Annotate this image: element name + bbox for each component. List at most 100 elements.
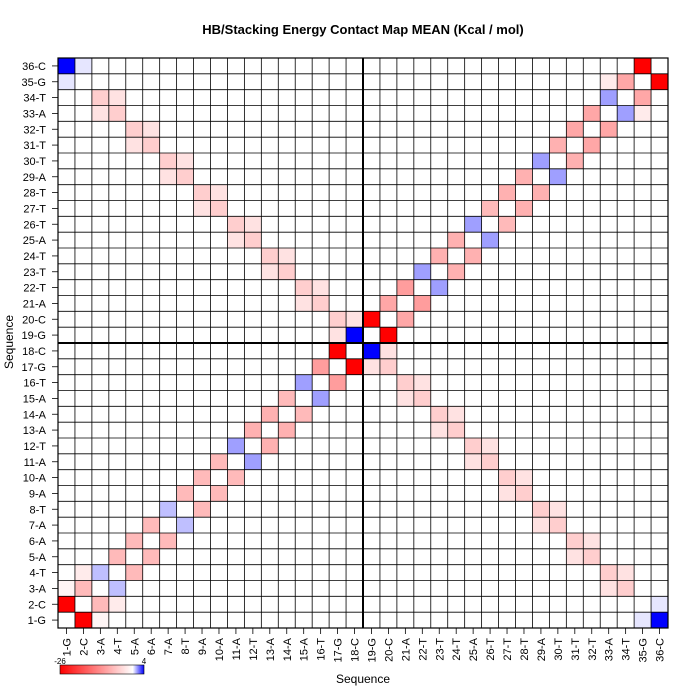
heatmap-cell <box>566 153 584 169</box>
heatmap-cell <box>58 580 75 597</box>
heatmap-cell <box>142 137 160 153</box>
heatmap-cell <box>617 105 635 122</box>
heatmap-cell <box>583 137 601 153</box>
heatmap-cell <box>363 343 380 359</box>
heatmap-cell <box>142 517 160 533</box>
heatmap-cell <box>617 564 635 581</box>
heatmap-cell <box>227 216 245 233</box>
y-tick-label: 35-G <box>22 77 46 89</box>
y-tick-label: 13-A <box>23 425 47 437</box>
heatmap-cell <box>108 89 126 106</box>
heatmap-cell <box>549 168 567 185</box>
y-tick-label: 32-T <box>23 124 46 136</box>
y-tick-label: 27-T <box>23 203 46 215</box>
y-tick-label: 15-A <box>23 393 47 405</box>
heatmap-cell <box>651 596 668 613</box>
heatmap-cell <box>600 73 618 90</box>
x-tick-label: 5-A <box>129 637 141 655</box>
heatmap-cell <box>91 596 109 613</box>
x-tick-label: 7-A <box>163 637 175 655</box>
x-tick-label: 17-G <box>333 638 345 662</box>
y-tick-label: 17-G <box>22 362 46 374</box>
heatmap-cell <box>498 184 516 201</box>
x-tick-label: 28-T <box>519 638 531 661</box>
heatmap-cell <box>244 422 262 438</box>
x-tick-label: 11-A <box>231 637 243 660</box>
heatmap-cell <box>295 279 313 296</box>
x-tick-label: 18-C <box>350 638 362 662</box>
colorbar: -26 4 <box>54 657 147 675</box>
y-axis-label: Sequence <box>2 315 16 369</box>
x-tick-labels: 1-G 2-C 3-A 4-T 5-A 6-A 7-A 8-T 9-A 10-A 11-A 12-T 1… <box>61 628 667 662</box>
heatmap-cell <box>430 406 448 423</box>
y-tick-label: 22-T <box>23 283 46 295</box>
heatmap-cell <box>464 216 482 233</box>
heatmap-cell <box>346 311 363 328</box>
x-tick-label: 24-T <box>451 638 463 661</box>
y-tick-label: 18-C <box>22 346 46 358</box>
heatmap-cell <box>515 469 533 486</box>
heatmap-cell <box>261 438 279 454</box>
heatmap-cell <box>481 232 499 248</box>
heatmap-cell <box>142 121 160 138</box>
y-tick-label: 7-A <box>29 520 47 532</box>
heatmap-cell <box>193 184 211 201</box>
y-tick-label: 36-C <box>22 61 46 73</box>
heatmap-cell <box>74 58 92 74</box>
heatmap-cell <box>379 327 397 343</box>
heatmap-cell <box>125 533 143 549</box>
heatmap-cell <box>58 596 75 613</box>
y-tick-label: 5-A <box>29 552 47 564</box>
heatmap-cell <box>58 73 75 90</box>
heatmap-cell <box>176 153 194 169</box>
heatmap-cell <box>278 390 296 407</box>
heatmap-cell <box>515 200 533 217</box>
heatmap-cell <box>447 422 465 438</box>
x-tick-label: 23-T <box>434 638 446 661</box>
x-tick-label: 32-T <box>587 638 599 661</box>
heatmap-cell <box>210 200 228 217</box>
x-tick-label: 19-G <box>366 638 378 662</box>
heatmap-cell <box>396 390 414 407</box>
x-tick-label: 34-T <box>621 638 633 661</box>
heatmap-cell <box>176 517 194 533</box>
x-tick-label: 36-C <box>655 638 667 662</box>
heatmap-cell <box>278 422 296 438</box>
x-tick-label: 29-A <box>536 637 548 661</box>
heatmap-cell <box>464 453 482 470</box>
y-tick-label: 19-G <box>22 330 46 342</box>
y-tick-label: 34-T <box>23 93 46 105</box>
heatmap-cell <box>583 548 601 565</box>
heatmap-cell <box>379 358 397 375</box>
heatmap-cell <box>413 295 431 312</box>
heatmap-cell <box>566 121 584 138</box>
heatmap-cell <box>498 216 516 233</box>
heatmap-cell <box>498 485 516 502</box>
heatmap-cell <box>295 406 313 423</box>
x-tick-label: 8-T <box>180 638 192 655</box>
heatmap-cell <box>261 263 279 280</box>
heatmap-cell <box>329 311 347 328</box>
y-tick-label: 3-A <box>29 583 47 595</box>
heatmap-cell <box>74 580 92 597</box>
heatmap-cell <box>549 137 567 153</box>
heatmap-cell <box>91 564 109 581</box>
heatmap-cell <box>549 517 567 533</box>
x-tick-label: 2-C <box>78 638 90 656</box>
heatmap-cell <box>210 485 228 502</box>
x-tick-label: 4-T <box>112 638 124 655</box>
heatmap-cell <box>481 453 499 470</box>
heatmap-cell <box>396 311 414 328</box>
heatmap-cell <box>91 612 109 628</box>
heatmap-cell <box>244 216 262 233</box>
heatmap-cell <box>634 105 652 122</box>
y-tick-label: 24-T <box>23 251 46 263</box>
heatmap-cell <box>329 327 347 343</box>
y-tick-label: 29-A <box>23 172 47 184</box>
heatmap-cell <box>566 533 584 549</box>
heatmap-cell <box>91 89 109 106</box>
heatmap-cell <box>312 358 330 375</box>
x-tick-label: 3-A <box>95 637 107 655</box>
x-tick-label: 26-T <box>485 638 497 661</box>
heatmap-cell <box>447 232 465 248</box>
